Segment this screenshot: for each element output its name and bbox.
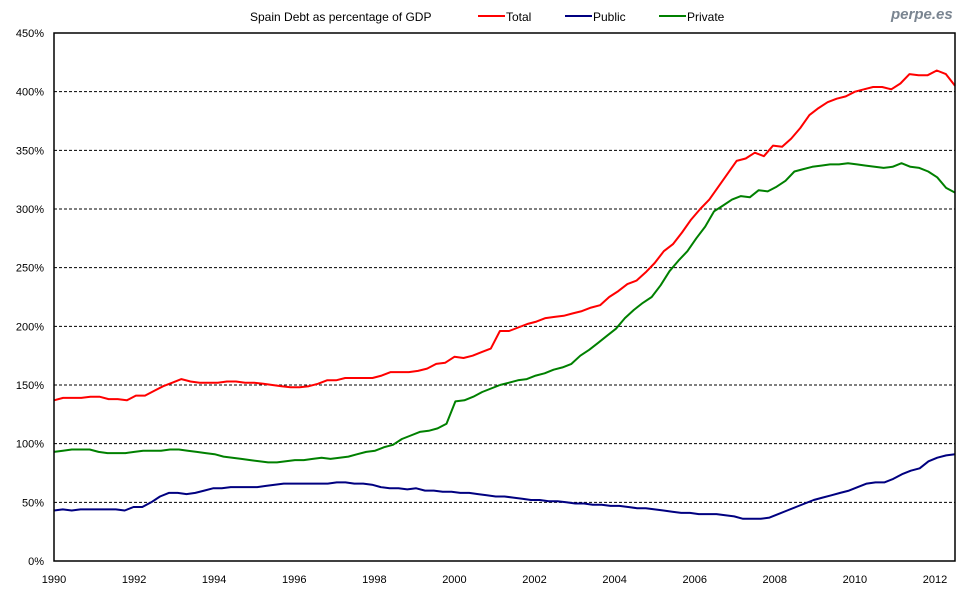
x-tick-label: 1998	[362, 574, 386, 586]
series-line-total	[53, 69, 956, 402]
plot-frame	[53, 32, 956, 562]
x-tick-label: 1992	[122, 574, 146, 586]
x-axis-ticks: 1990 1992 1994 1996 1998 2000 2002 2004 2006 2008…	[42, 574, 947, 586]
legend-label-private: Private	[687, 10, 725, 24]
y-tick-label: 400%	[16, 87, 44, 99]
x-tick-label: 2010	[843, 574, 867, 586]
legend: Total Public Private	[478, 10, 725, 24]
y-tick-label: 300%	[16, 204, 44, 216]
y-tick-label: 50%	[22, 497, 44, 509]
grid-lines	[54, 91, 955, 503]
brand-watermark[interactable]: perpe.es	[890, 6, 953, 23]
x-tick-label: 2012	[923, 574, 947, 586]
y-tick-label: 0%	[28, 556, 44, 568]
y-tick-label: 100%	[16, 439, 44, 451]
x-tick-label: 2006	[682, 574, 706, 586]
x-tick-label: 2008	[763, 574, 787, 586]
x-tick-label: 2000	[442, 574, 466, 586]
y-axis-ticks: 0% 50% 100% 150% 200% 250% 300% 350% 400% 450%	[16, 28, 44, 568]
x-tick-label: 2002	[522, 574, 546, 586]
legend-label-public: Public	[593, 10, 626, 24]
series-lines	[53, 69, 956, 520]
legend-item-total[interactable]: Total	[478, 10, 531, 24]
x-tick-label: 1996	[282, 574, 306, 586]
y-tick-label: 350%	[16, 145, 44, 157]
y-tick-label: 200%	[16, 321, 44, 333]
legend-label-total: Total	[506, 10, 531, 24]
chart-title: Spain Debt as percentage of GDP	[250, 10, 431, 24]
legend-item-private[interactable]: Private	[659, 10, 725, 24]
y-tick-label: 450%	[16, 28, 44, 40]
series-line-private	[53, 162, 956, 464]
legend-item-public[interactable]: Public	[565, 10, 626, 24]
y-tick-label: 150%	[16, 380, 44, 392]
y-tick-label: 250%	[16, 263, 44, 275]
x-tick-label: 1994	[202, 574, 226, 586]
series-line-public	[53, 453, 956, 520]
x-tick-label: 2004	[602, 574, 626, 586]
x-tick-label: 1990	[42, 574, 66, 586]
